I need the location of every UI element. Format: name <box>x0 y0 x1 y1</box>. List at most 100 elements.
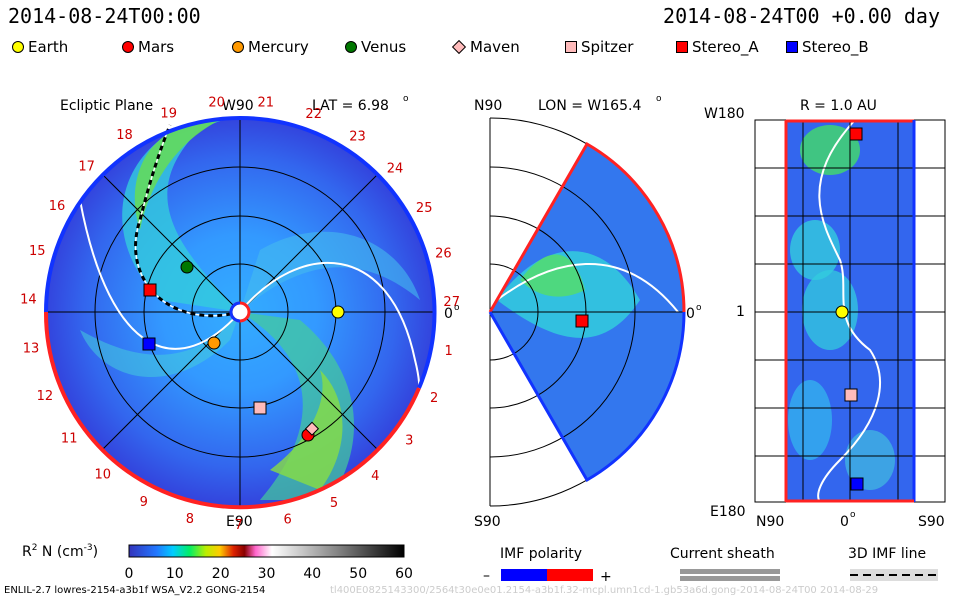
rotation-label-11: 11 <box>61 432 78 447</box>
mercury-marker <box>207 336 221 350</box>
maven-marker <box>304 421 320 436</box>
colorbar-label: R2 N (cm-3) <box>22 543 98 560</box>
radial-xlabel-0: 0 <box>840 514 849 530</box>
legend-item-stereo-b: Stereo_B <box>786 38 869 56</box>
legend-marker-icon <box>786 41 798 53</box>
legend-label: Earth <box>28 38 69 56</box>
ecliptic-right-degree: o <box>454 303 460 313</box>
legend-marker-icon <box>12 41 24 53</box>
ecliptic-title: Ecliptic Plane <box>60 98 153 114</box>
rotation-label-24: 24 <box>387 161 404 176</box>
rotation-label-9: 9 <box>140 495 148 510</box>
ecliptic-top-label: W90 <box>222 98 254 114</box>
ecliptic-bottom-label: E90 <box>226 514 253 530</box>
spitzer-marker <box>253 401 267 415</box>
rotation-label-26: 26 <box>435 246 452 261</box>
imf-3d-title: 3D IMF line <box>848 546 926 562</box>
colorbar-tick-10: 10 <box>166 566 184 582</box>
legend-marker-icon <box>676 41 688 53</box>
ecliptic-lat-degree: o <box>403 94 409 104</box>
radial-earth-marker <box>835 305 849 319</box>
legend-item-mars: Mars <box>122 38 174 56</box>
date-left: 2014-08-24T00:00 <box>8 4 201 28</box>
rotation-label-19: 19 <box>160 106 177 121</box>
radial-bottom-label: E180 <box>710 504 746 520</box>
colorbar-tick-20: 20 <box>212 566 230 582</box>
rotation-label-1: 1 <box>444 344 452 359</box>
legend-marker-icon <box>122 41 134 53</box>
colorbar-gradient <box>128 544 405 558</box>
legend-label: Mars <box>138 38 175 56</box>
radial-spitzer-marker <box>844 388 858 402</box>
footer-right: tl400E0825143300/2564t30e0e01.2154-a3b1f… <box>330 585 879 596</box>
legend-label: Stereo_B <box>802 38 869 56</box>
rotation-label-20: 20 <box>208 95 225 110</box>
ecliptic-imf-line <box>134 124 241 318</box>
legend-marker-icon <box>345 41 357 53</box>
rotation-label-5: 5 <box>330 496 338 511</box>
radial-panel: R = 1.0 AU W180 E180 1 N90 0 o S90 <box>704 98 946 530</box>
imf-3d-legend: 3D IMF line <box>848 546 938 581</box>
rotation-label-6: 6 <box>284 513 292 528</box>
colorbar-tick-60: 60 <box>395 566 413 582</box>
imf-plus: + <box>600 569 612 585</box>
rotation-label-10: 10 <box>95 468 112 483</box>
radial-top-label: W180 <box>704 106 745 122</box>
imf-polarity-legend: IMF polarity – + <box>483 546 612 585</box>
stereo-a-marker <box>143 283 157 297</box>
date-right: 2014-08-24T00 +0.00 day <box>663 4 940 28</box>
radial-title: R = 1.0 AU <box>800 98 877 114</box>
colorbar-tick-50: 50 <box>349 566 367 582</box>
svg-text:o: o <box>850 510 856 520</box>
legend-label: Venus <box>361 38 407 56</box>
radial-left-value: 1 <box>736 304 745 320</box>
colorbar: R2 N (cm-3) 0 10 20 30 40 50 60 <box>22 543 413 582</box>
rotation-label-16: 16 <box>49 199 66 214</box>
ecliptic-right-label: 0 <box>444 306 453 322</box>
radial-stereo-a-marker <box>849 127 863 141</box>
earth-marker <box>331 305 345 319</box>
legend-label: Maven <box>470 38 520 56</box>
rotation-label-22: 22 <box>305 107 322 122</box>
ecliptic-panel: Ecliptic Plane W90 LAT = 6.98 o E90 0 o <box>20 94 460 533</box>
rotation-label-17: 17 <box>78 160 95 175</box>
legend-label: Stereo_A <box>692 38 759 56</box>
rotation-label-14: 14 <box>20 292 37 307</box>
rotation-label-4: 4 <box>371 469 379 484</box>
legend-marker-icon <box>232 41 244 53</box>
rotation-label-7: 7 <box>235 518 243 533</box>
ecliptic-polarity-neg-arc <box>43 311 421 510</box>
colorbar-tick-0: 0 <box>125 566 134 582</box>
meridional-lon-label: LON = W165.4 <box>538 98 641 114</box>
colorbar-tick-40: 40 <box>303 566 321 582</box>
imf-minus: – <box>483 568 490 584</box>
imf-neg-swatch <box>501 569 547 581</box>
rotation-label-18: 18 <box>116 128 133 143</box>
meridional-bottom-label: S90 <box>474 514 501 530</box>
legend-item-stereo-a: Stereo_A <box>676 38 759 56</box>
meridional-sheath <box>496 263 679 313</box>
legend-label: Spitzer <box>581 38 634 56</box>
rotation-label-27: 27 <box>443 295 460 310</box>
radial-stereo-b-marker <box>850 477 864 491</box>
rotation-label-12: 12 <box>37 389 54 404</box>
rotation-label-21: 21 <box>258 96 275 111</box>
venus-marker <box>180 260 194 274</box>
colorbar-ticks: 0 10 20 30 40 50 60 <box>125 566 413 582</box>
meridional-top-label: N90 <box>474 98 502 114</box>
legend-label: Mercury <box>248 38 309 56</box>
radial-xlabel-s90: S90 <box>918 514 945 530</box>
legend-item-venus: Venus <box>345 38 406 56</box>
colorbar-tick-30: 30 <box>258 566 276 582</box>
legend-marker-icon <box>565 41 577 53</box>
svg-text:o: o <box>656 94 662 104</box>
radial-xlabel-n90: N90 <box>756 514 784 530</box>
legend-item-maven: Maven <box>451 38 520 56</box>
radial-grid <box>754 119 946 503</box>
legend-item-spitzer: Spitzer <box>565 38 633 56</box>
legend-item-mercury: Mercury <box>232 38 309 56</box>
radial-sheath <box>817 120 881 502</box>
rotation-label-2: 2 <box>430 391 438 406</box>
